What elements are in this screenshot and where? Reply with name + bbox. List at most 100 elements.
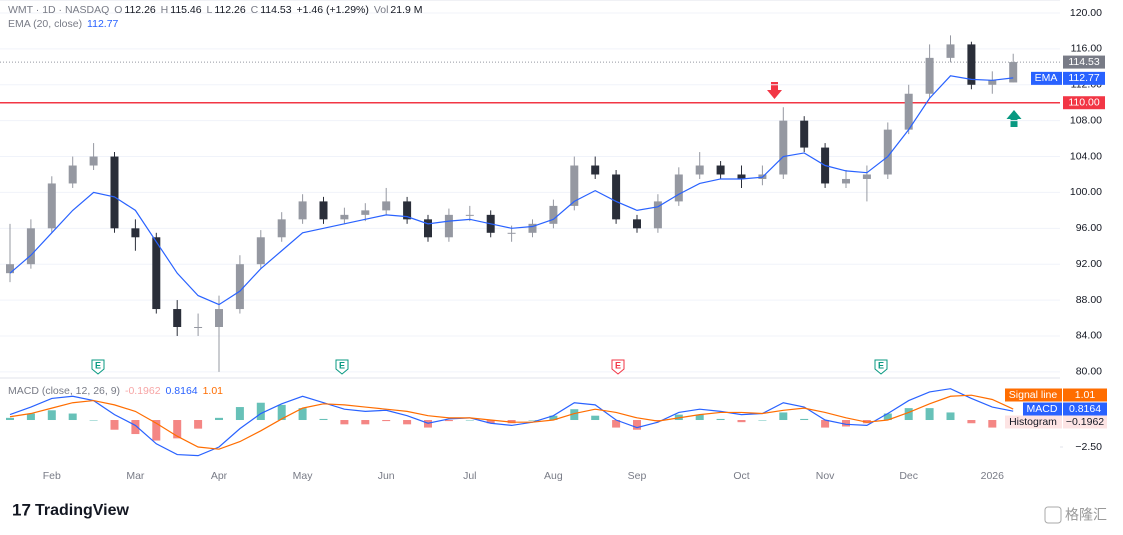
x-tick-label: May xyxy=(293,470,314,482)
ema-name-box xyxy=(1031,71,1062,85)
histogram-bar xyxy=(633,420,641,430)
candle-body xyxy=(716,165,725,175)
legend-name-box xyxy=(1005,388,1062,402)
close: 114.53 xyxy=(260,4,292,16)
candle-body xyxy=(215,309,223,327)
candle-body xyxy=(26,228,35,265)
x-tick-label: Oct xyxy=(733,470,749,482)
histogram-bar xyxy=(194,420,203,429)
candle-body xyxy=(925,57,934,94)
candle-body xyxy=(256,237,265,265)
open: 112.26 xyxy=(124,4,156,16)
histogram-bar xyxy=(361,420,370,425)
histogram-bar xyxy=(946,412,955,421)
level-label: 110.00 xyxy=(1068,97,1099,109)
candle-body xyxy=(862,174,871,179)
candle-body xyxy=(298,201,307,220)
histogram-bar xyxy=(131,420,140,435)
ema-legend: EMA (20, close) 112.77 xyxy=(8,18,120,30)
y-tick-label: 88.00 xyxy=(1076,294,1102,306)
macd-line xyxy=(9,388,1014,457)
ema-label: 112.77 xyxy=(1068,72,1099,84)
histogram-bar xyxy=(779,412,788,421)
candle-body xyxy=(68,165,77,184)
x-tick-label: Mar xyxy=(126,470,145,482)
candle-body xyxy=(528,223,537,233)
histogram-bar xyxy=(26,413,35,421)
x-tick-label: Apr xyxy=(211,470,228,482)
macd-legend: MACD (close, 12, 26, 9) -0.1962 0.8164 1… xyxy=(8,385,225,397)
candle-body xyxy=(6,264,14,274)
histogram-bar xyxy=(528,420,537,421)
histogram-bar xyxy=(925,408,934,421)
y-tick-label: 92.00 xyxy=(1076,258,1102,270)
legend-value: 1.01 xyxy=(1075,389,1096,401)
event-marker xyxy=(335,359,349,375)
histogram-bar xyxy=(612,420,621,428)
histogram-bar xyxy=(800,418,809,421)
candle-body xyxy=(946,44,955,58)
event-marker xyxy=(91,359,105,375)
candle-body xyxy=(444,214,453,238)
event-marker xyxy=(611,359,625,375)
low-label: L xyxy=(206,4,213,16)
ema-box xyxy=(1063,71,1105,85)
level-box xyxy=(1063,96,1105,110)
candle-body xyxy=(653,201,662,229)
candle-body xyxy=(173,309,182,327)
candle-body xyxy=(737,174,746,179)
high-label: H xyxy=(160,4,169,16)
y-tick-label: 80.00 xyxy=(1076,366,1102,378)
histogram-bar xyxy=(967,420,976,424)
logo: TradingView xyxy=(35,502,130,519)
candle-body xyxy=(633,219,641,229)
low: 112.26 xyxy=(214,4,246,16)
candle-body xyxy=(674,174,683,202)
histogram-bar xyxy=(277,404,286,421)
close-label: 114.53 xyxy=(1068,56,1099,68)
candle-body xyxy=(382,201,391,211)
legend-value-box xyxy=(1063,388,1107,402)
histogram-bar xyxy=(486,420,495,424)
histogram-bar xyxy=(904,408,913,421)
open-label: O xyxy=(114,4,123,16)
candle-body xyxy=(904,93,913,130)
signal-value: 1.01 xyxy=(202,385,223,397)
histogram-bar xyxy=(298,408,307,421)
candle-body xyxy=(967,44,976,85)
hist-value: -0.1962 xyxy=(124,385,161,397)
candle-body xyxy=(507,232,516,234)
watermark: 格隆汇 xyxy=(1065,507,1107,523)
histogram-bar xyxy=(716,418,725,421)
high: 115.46 xyxy=(170,4,202,16)
legend-value-box xyxy=(1063,415,1107,429)
candle-body xyxy=(842,178,850,184)
symbol: WMT · 1D · NASDAQ xyxy=(8,4,110,16)
candle-body xyxy=(424,219,432,238)
histogram-bar xyxy=(988,420,997,428)
close-label: C xyxy=(250,4,259,16)
histogram-bar xyxy=(319,418,328,421)
candle-body xyxy=(319,201,328,220)
candle-body xyxy=(800,120,809,148)
down-arrow xyxy=(767,82,782,99)
close-box xyxy=(1063,55,1105,69)
macd-value: 0.8164 xyxy=(165,385,198,397)
legend-name-box xyxy=(1005,415,1062,429)
up-arrow xyxy=(1006,110,1022,127)
candle-body xyxy=(361,210,370,215)
candle-body xyxy=(403,201,412,220)
x-tick-label: Aug xyxy=(544,470,563,482)
y-tick-label: −2.50 xyxy=(1075,441,1102,453)
y-tick-label: 120.00 xyxy=(1070,7,1102,19)
histogram-bar xyxy=(570,409,579,421)
macd-title: MACD (close, 12, 26, 9) xyxy=(8,385,121,397)
volume: 21.9 M xyxy=(390,4,423,16)
x-tick-label: Jun xyxy=(378,470,395,482)
candle-body xyxy=(779,120,788,175)
ema-name: EMA xyxy=(1035,72,1058,84)
histogram-bar xyxy=(68,413,77,421)
event-marker xyxy=(874,359,888,375)
